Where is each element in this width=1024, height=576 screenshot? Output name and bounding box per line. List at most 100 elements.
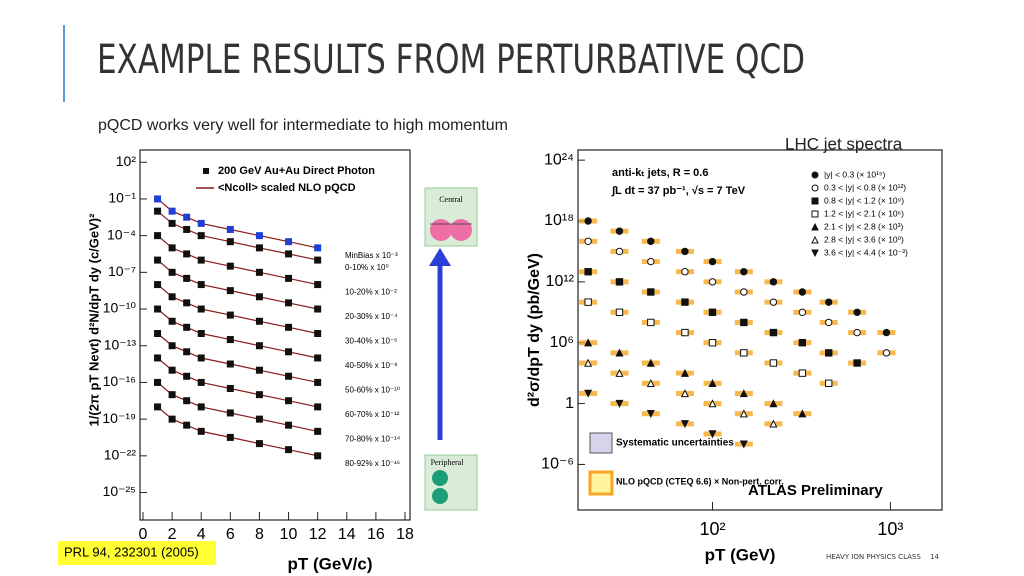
marker bbox=[584, 237, 592, 245]
marker bbox=[226, 311, 234, 319]
marker bbox=[226, 225, 234, 233]
marker bbox=[226, 336, 234, 344]
annotation: ∫L dt = 37 pb⁻¹, √s = 7 TeV bbox=[611, 185, 746, 197]
marker bbox=[168, 415, 176, 423]
y-tick-label: 10¹² bbox=[546, 273, 575, 290]
marker bbox=[314, 244, 322, 252]
marker bbox=[811, 235, 819, 244]
y-tick-label: 1 bbox=[565, 395, 574, 412]
marker bbox=[314, 378, 322, 386]
marker bbox=[708, 339, 717, 347]
marker bbox=[154, 232, 162, 240]
y-tick-label: 10⁻²² bbox=[104, 447, 137, 463]
marker bbox=[168, 293, 176, 301]
marker bbox=[769, 359, 778, 367]
series-label: 60-70% x 10⁻¹² bbox=[345, 410, 400, 419]
series-label: 80-92% x 10⁻¹⁶ bbox=[345, 459, 400, 468]
marker bbox=[708, 257, 717, 266]
marker bbox=[314, 330, 322, 337]
marker bbox=[314, 452, 322, 460]
plots: 10² 10⁻¹ 10⁻⁴ 10⁻⁷ 10⁻¹⁰ 10⁻¹³ 10⁻¹⁶ 10⁻¹⁹ 10⁻²²… bbox=[86, 149, 943, 573]
marker bbox=[882, 328, 891, 337]
x-tick-label: 16 bbox=[367, 526, 385, 543]
legend-label: 2.8 < |y| < 3.6 (× 10⁰) bbox=[824, 234, 904, 244]
arrow-head bbox=[429, 248, 451, 266]
marker bbox=[615, 399, 624, 408]
marker bbox=[285, 274, 293, 282]
marker bbox=[183, 323, 191, 331]
plot-frame bbox=[577, 149, 943, 511]
nucleus bbox=[432, 488, 448, 504]
series-label: 30-40% x 10⁻⁶ bbox=[345, 337, 397, 346]
marker bbox=[314, 256, 322, 264]
marker bbox=[584, 338, 593, 347]
y-tick-label: 10²⁴ bbox=[544, 151, 574, 168]
marker bbox=[615, 227, 624, 235]
marker bbox=[197, 281, 205, 289]
marker bbox=[226, 409, 234, 417]
marker bbox=[798, 409, 807, 418]
legend-label: 0.3 < |y| < 0.8 (× 10¹²) bbox=[824, 182, 906, 192]
marker bbox=[708, 308, 717, 316]
marker bbox=[314, 427, 322, 435]
marker bbox=[314, 305, 322, 313]
marker bbox=[708, 378, 717, 387]
marker bbox=[285, 348, 293, 356]
y-tick-label: 10⁻¹⁹ bbox=[102, 410, 136, 426]
marker bbox=[154, 256, 162, 264]
marker bbox=[708, 399, 717, 408]
marker bbox=[197, 219, 205, 227]
y-tick-label: 10⁻¹⁰ bbox=[103, 300, 137, 316]
y-tick-label: 10⁻⁷ bbox=[108, 263, 136, 279]
marker bbox=[197, 427, 205, 435]
marker bbox=[285, 238, 293, 246]
nucleus bbox=[432, 470, 448, 486]
marker bbox=[853, 359, 861, 367]
marker bbox=[168, 244, 176, 252]
annotation: anti-kₜ jets, R = 0.6 bbox=[612, 167, 708, 179]
marker bbox=[255, 268, 263, 276]
marker bbox=[255, 317, 263, 325]
legend-label: |y| < 0.3 (× 10¹⁵) bbox=[824, 169, 885, 179]
marker bbox=[168, 342, 176, 350]
marker bbox=[255, 415, 263, 423]
x-axis-label: pT (GeV/c) bbox=[287, 554, 372, 573]
y-tick-label: 10² bbox=[116, 153, 137, 169]
legend-label: 3.6 < |y| < 4.4 (× 10⁻³) bbox=[824, 247, 908, 257]
side-label: Central bbox=[439, 195, 463, 204]
marker bbox=[811, 197, 819, 205]
marker bbox=[769, 328, 778, 337]
marker bbox=[853, 328, 861, 337]
marker bbox=[154, 207, 162, 215]
marker bbox=[197, 232, 205, 240]
marker bbox=[255, 232, 263, 240]
marker bbox=[769, 399, 778, 408]
marker bbox=[646, 410, 655, 419]
marker bbox=[825, 298, 833, 306]
y-tick-label: 10⁶ bbox=[550, 334, 574, 351]
marker bbox=[285, 299, 293, 307]
marker bbox=[615, 368, 624, 377]
marker bbox=[584, 389, 593, 398]
marker bbox=[154, 330, 162, 337]
x-tick-label: 12 bbox=[309, 526, 327, 543]
band-legend-label: NLO pQCD (CTEQ 6.6) × Non-pert. corr. bbox=[616, 476, 784, 486]
marker bbox=[154, 354, 162, 362]
legend-label: 200 GeV Au+Au Direct Photon bbox=[218, 165, 375, 177]
reference: PRL 94, 232301 (2005) bbox=[64, 544, 199, 559]
marker bbox=[739, 440, 748, 449]
marker bbox=[584, 358, 593, 367]
plot-frame bbox=[139, 149, 411, 521]
marker bbox=[255, 366, 263, 374]
nucleus bbox=[430, 219, 452, 241]
reference-box bbox=[58, 541, 216, 565]
side-label: Peripheral bbox=[431, 458, 465, 467]
marker bbox=[769, 278, 778, 286]
y-tick-label: 10⁻⁶ bbox=[541, 456, 574, 473]
y-tick-label: 10⁻⁴ bbox=[107, 226, 136, 242]
marker bbox=[226, 433, 234, 441]
legend-label: 0.8 < |y| < 1.2 (× 10⁹) bbox=[824, 195, 904, 205]
marker bbox=[615, 348, 624, 357]
marker bbox=[197, 330, 205, 337]
marker bbox=[168, 317, 176, 325]
